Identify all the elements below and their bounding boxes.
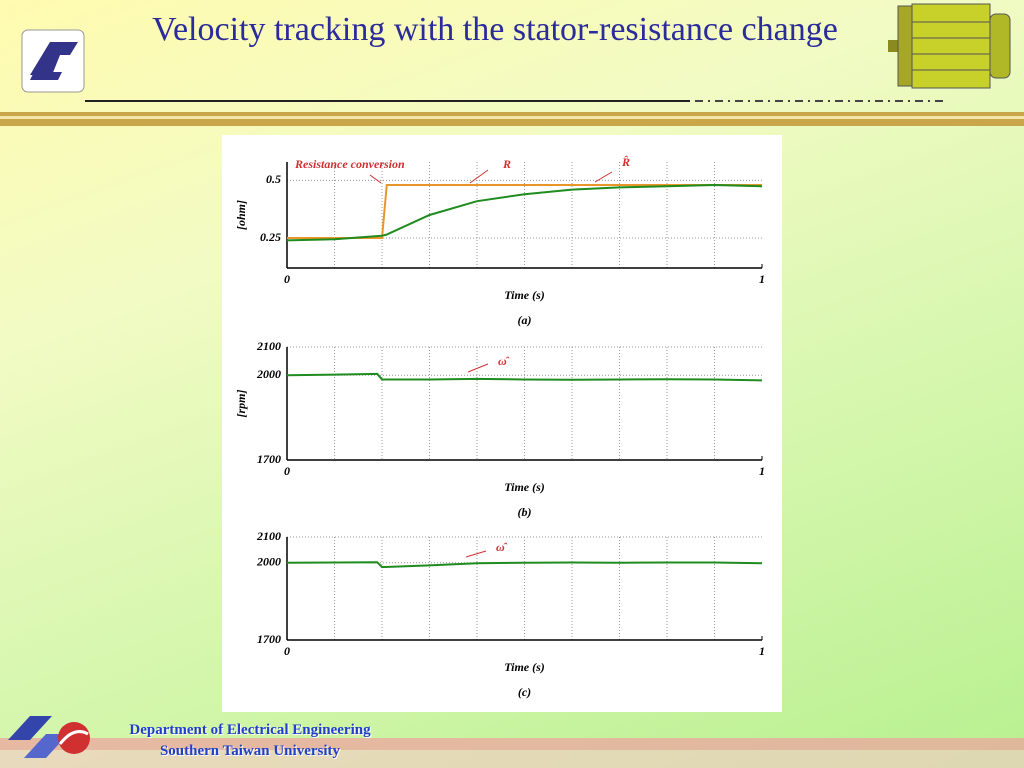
annotation-arrow <box>465 550 487 558</box>
x-tick-label: 0 <box>284 464 290 478</box>
x-axis-label: Time (s) <box>504 480 545 494</box>
caption: (c) <box>518 685 531 699</box>
department: Department of Electrical Engineering <box>129 722 371 738</box>
footer-logo <box>8 716 90 758</box>
series-label: ω̂ <box>496 540 508 554</box>
y-tick-label: 2100 <box>256 529 281 543</box>
annotation-arrow <box>594 171 613 183</box>
y-tick-label: 1700 <box>257 632 281 646</box>
y-tick-label: 2000 <box>256 367 281 381</box>
caption: (a) <box>518 313 532 327</box>
x-tick-label: 1 <box>759 464 765 478</box>
annotation-arrow <box>467 363 489 373</box>
motor-icon <box>888 3 1011 89</box>
y-tick-label: 0.5 <box>266 172 281 186</box>
x-axis-label: Time (s) <box>504 288 545 302</box>
plots: 0.25 0.5 0 1 Time (s) (a) [ohm] R R̂ Resistance c… <box>234 155 765 699</box>
annotation-arrow <box>469 169 489 184</box>
x-tick-label: 1 <box>759 644 765 658</box>
slide-title: Velocity tracking with the stator-resist… <box>152 11 838 48</box>
x-tick-label: 1 <box>759 272 765 286</box>
footer-band <box>0 738 1024 750</box>
series-label: ω̂ <box>498 354 510 368</box>
annotation-arrow <box>369 174 382 184</box>
figure-panel <box>222 135 782 712</box>
x-tick-label: 0 <box>284 272 290 286</box>
footer-text: Department of Electrical Engineering Sou… <box>100 720 400 762</box>
x-axis-label: Time (s) <box>504 660 545 674</box>
logo <box>21 29 85 93</box>
x-tick-label: 0 <box>284 644 290 658</box>
series-label: R <box>502 157 511 171</box>
footer-band <box>0 750 1024 768</box>
y-tick-label: 1700 <box>257 452 281 466</box>
university: Southern Taiwan University <box>159 743 341 759</box>
series-line <box>286 372 763 382</box>
y-tick-label: 0.25 <box>260 230 281 244</box>
y-axis-label: [rpm] <box>234 390 248 418</box>
series-label: R̂ <box>621 155 630 169</box>
series-line <box>286 561 763 569</box>
annotation: Resistance conversion <box>294 157 405 171</box>
y-tick-label: 2100 <box>256 339 281 353</box>
y-axis-label: [ohm] <box>234 200 248 230</box>
y-tick-label: 2000 <box>256 555 281 569</box>
caption: (b) <box>518 505 532 519</box>
series-line <box>286 184 763 242</box>
header-band <box>0 116 1024 119</box>
